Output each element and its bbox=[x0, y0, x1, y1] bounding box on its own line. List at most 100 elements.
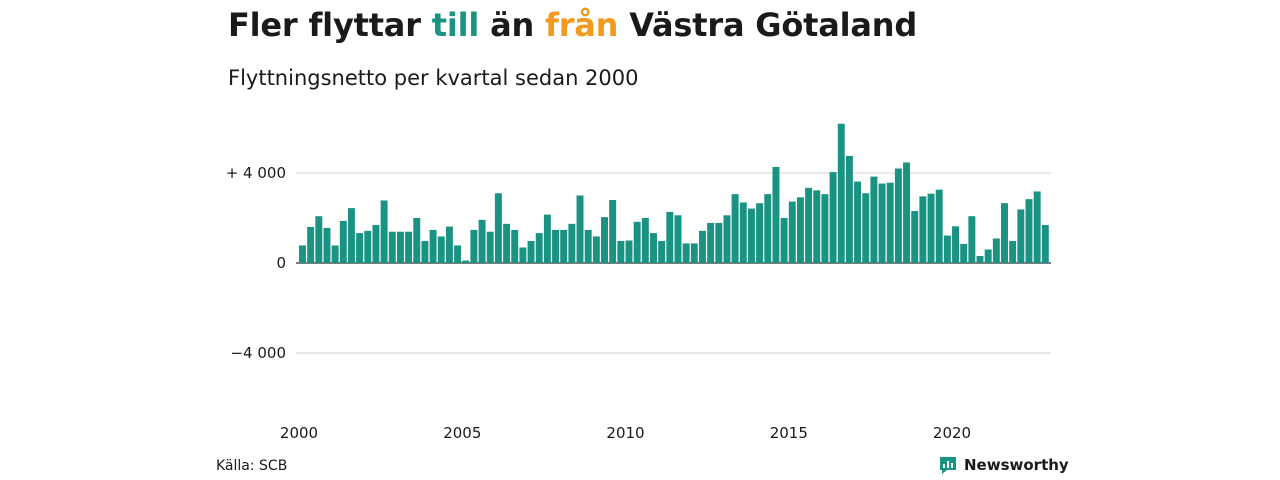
x-tick-label: 2015 bbox=[770, 424, 808, 442]
bar bbox=[968, 216, 976, 263]
bar bbox=[698, 230, 706, 263]
bar bbox=[543, 214, 551, 264]
y-tick-label: + 4 000 bbox=[226, 164, 286, 182]
bar bbox=[886, 182, 894, 263]
bar bbox=[674, 215, 682, 263]
bar bbox=[372, 224, 380, 263]
bar bbox=[519, 247, 527, 263]
bar bbox=[715, 222, 723, 263]
bar bbox=[437, 236, 445, 263]
bar bbox=[837, 123, 845, 263]
bar bbox=[511, 229, 519, 263]
bar bbox=[576, 195, 584, 263]
title-word-fran: från bbox=[544, 6, 619, 44]
bar bbox=[609, 200, 617, 263]
title-word-till: till bbox=[431, 6, 480, 44]
brand-name: Newsworthy bbox=[964, 456, 1069, 474]
bar bbox=[919, 196, 927, 263]
bar bbox=[560, 229, 568, 263]
bar bbox=[845, 155, 853, 263]
bar bbox=[584, 229, 592, 263]
bar bbox=[356, 233, 364, 263]
bar bbox=[682, 243, 690, 263]
y-tick-label: 0 bbox=[276, 254, 286, 272]
bar bbox=[739, 202, 747, 263]
bar bbox=[299, 245, 306, 263]
bar bbox=[315, 216, 323, 263]
x-tick-label: 2020 bbox=[933, 424, 971, 442]
y-tick-label: −4 000 bbox=[230, 344, 286, 362]
bar bbox=[878, 183, 886, 263]
x-tick-label: 2000 bbox=[280, 424, 318, 442]
bar bbox=[650, 233, 657, 263]
bar bbox=[731, 194, 739, 263]
bar bbox=[601, 217, 608, 263]
bar bbox=[976, 256, 984, 263]
bar bbox=[405, 231, 413, 263]
bar bbox=[707, 222, 715, 263]
bar bbox=[772, 166, 780, 263]
bar bbox=[952, 226, 959, 263]
bar bbox=[1041, 224, 1049, 263]
x-tick-label: 2005 bbox=[443, 424, 481, 442]
bar bbox=[927, 193, 935, 263]
axis-labels: + 4 000 0 −4 000 2000 2005 2010 2015 2020 bbox=[226, 164, 971, 442]
bar bbox=[903, 162, 911, 263]
bar bbox=[380, 200, 388, 263]
bar bbox=[552, 229, 560, 263]
bar bbox=[821, 194, 829, 263]
bar bbox=[470, 229, 478, 263]
bar bbox=[568, 223, 576, 263]
bar bbox=[813, 190, 821, 263]
bar bbox=[307, 227, 315, 263]
bar bbox=[413, 218, 421, 263]
bar bbox=[494, 193, 502, 263]
bar bbox=[894, 168, 902, 263]
title-part-1: Fler flyttar bbox=[228, 6, 432, 44]
chart-subtitle: Flyttningsnetto per kvartal sedan 2000 bbox=[228, 66, 639, 90]
bar bbox=[862, 193, 870, 263]
bar bbox=[462, 260, 470, 263]
bar bbox=[780, 218, 788, 263]
bar bbox=[764, 194, 772, 263]
bar bbox=[690, 243, 698, 263]
bars bbox=[299, 123, 1049, 264]
bar bbox=[429, 229, 437, 263]
bar bbox=[1017, 209, 1025, 263]
bar bbox=[527, 240, 535, 263]
bar bbox=[756, 203, 764, 263]
bar bbox=[960, 243, 968, 264]
bar bbox=[323, 227, 331, 263]
chart-bubble-icon bbox=[940, 457, 956, 474]
bar bbox=[503, 223, 511, 263]
bar bbox=[347, 208, 355, 263]
bar bbox=[592, 236, 600, 263]
bar bbox=[666, 211, 674, 263]
source-note: Källa: SCB bbox=[216, 458, 288, 474]
bar bbox=[747, 208, 755, 263]
bar bbox=[535, 233, 543, 263]
bar bbox=[788, 201, 796, 263]
chart-title: Fler flyttar till än från Västra Götalan… bbox=[228, 6, 917, 44]
bar bbox=[805, 187, 813, 263]
bar bbox=[396, 231, 404, 263]
bar bbox=[486, 231, 494, 263]
bar bbox=[992, 238, 1000, 263]
bar bbox=[388, 231, 396, 263]
bar bbox=[658, 240, 666, 263]
bar bbox=[1025, 199, 1033, 263]
bar bbox=[1001, 203, 1008, 263]
bar bbox=[421, 240, 429, 263]
bar bbox=[625, 240, 633, 263]
bar bbox=[641, 218, 649, 263]
bar bbox=[1009, 240, 1017, 263]
bar bbox=[339, 220, 347, 263]
bar bbox=[478, 219, 486, 263]
bar bbox=[331, 245, 339, 263]
bar-chart: + 4 000 0 −4 000 2000 2005 2010 2015 2020 bbox=[226, 123, 1051, 442]
bar bbox=[854, 181, 862, 263]
bar bbox=[454, 245, 462, 263]
bar bbox=[870, 176, 878, 263]
bar bbox=[723, 215, 731, 263]
bar bbox=[943, 235, 951, 263]
